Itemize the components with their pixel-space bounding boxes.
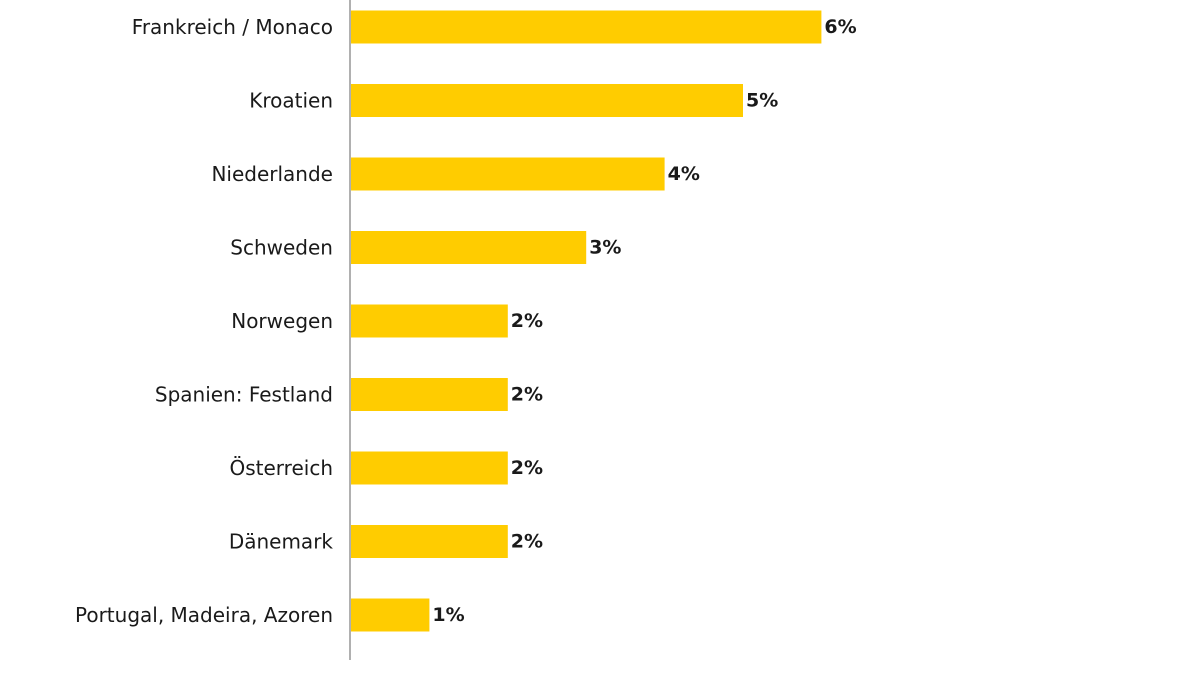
category-label: Norwegen (231, 309, 333, 333)
bar (351, 84, 743, 117)
category-label: Frankreich / Monaco (132, 15, 333, 39)
bar (351, 231, 587, 264)
data-label: 2% (511, 310, 543, 332)
value-labels: 6% 5% 4% 3% 2% 2% 2% 2% 1% (432, 16, 856, 626)
category-label: Niederlande (211, 162, 333, 186)
data-label: 6% (824, 16, 856, 38)
data-label: 1% (432, 604, 464, 626)
data-label: 2% (511, 457, 543, 479)
bar (351, 451, 508, 485)
category-label: Schweden (230, 236, 333, 260)
data-label: 2% (511, 531, 543, 553)
bar (351, 525, 508, 558)
data-label: 3% (589, 237, 621, 259)
category-labels: Frankreich / Monaco Kroatien Niederlande Sc… (75, 15, 333, 627)
bar (351, 157, 665, 191)
bar (351, 10, 822, 44)
category-label: Kroatien (249, 89, 333, 113)
bar (351, 378, 508, 411)
data-label: 5% (746, 90, 778, 112)
category-label: Dänemark (229, 530, 334, 554)
category-label: Portugal, Madeira, Azoren (75, 603, 333, 627)
bar (351, 598, 430, 632)
category-label: Österreich (230, 456, 334, 480)
category-label: Spanien: Festland (155, 383, 333, 407)
data-label: 2% (511, 384, 543, 406)
data-label: 4% (668, 163, 700, 185)
bars-layer (351, 10, 822, 632)
bar (351, 304, 508, 338)
